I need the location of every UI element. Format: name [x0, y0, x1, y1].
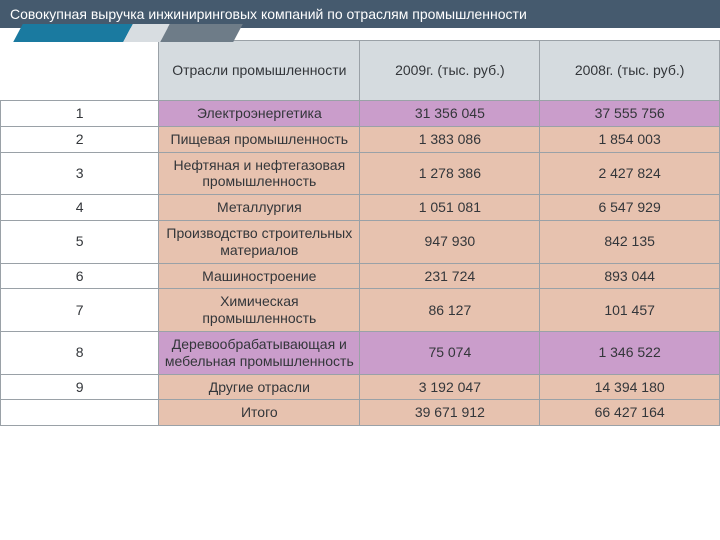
table-total-row: Итого39 671 91266 427 164	[1, 400, 720, 426]
row-industry: Машиностроение	[159, 263, 360, 289]
row-2009: 231 724	[360, 263, 540, 289]
row-2009: 86 127	[360, 289, 540, 332]
total-number	[1, 400, 159, 426]
total-2008: 66 427 164	[540, 400, 720, 426]
row-number: 2	[1, 126, 159, 152]
row-2009: 31 356 045	[360, 101, 540, 127]
row-number: 1	[1, 101, 159, 127]
row-number: 8	[1, 331, 159, 374]
row-2008: 1 346 522	[540, 331, 720, 374]
total-2009: 39 671 912	[360, 400, 540, 426]
row-2008: 37 555 756	[540, 101, 720, 127]
row-2009: 3 192 047	[360, 374, 540, 400]
row-industry: Пищевая промышленность	[159, 126, 360, 152]
table-row: 5Производство строительных материалов947…	[1, 220, 720, 263]
row-number: 3	[1, 152, 159, 195]
row-2008: 893 044	[540, 263, 720, 289]
table-row: 4Металлургия1 051 0816 547 929	[1, 195, 720, 221]
row-industry: Нефтяная и нефтегазовая промышленность	[159, 152, 360, 195]
row-number: 5	[1, 220, 159, 263]
row-2008: 14 394 180	[540, 374, 720, 400]
row-industry: Производство строительных материалов	[159, 220, 360, 263]
row-2008: 101 457	[540, 289, 720, 332]
row-number: 9	[1, 374, 159, 400]
table-header-row: Отрасли промышленности 2009г. (тыс. руб.…	[1, 41, 720, 101]
table-row: 6Машиностроение231 724893 044	[1, 263, 720, 289]
row-industry: Другие отрасли	[159, 374, 360, 400]
table-row: 7Химическая промышленность86 127101 457	[1, 289, 720, 332]
table-row: 8Деревообрабатывающая и мебельная промыш…	[1, 331, 720, 374]
row-industry: Металлургия	[159, 195, 360, 221]
table-row: 9Другие отрасли3 192 04714 394 180	[1, 374, 720, 400]
row-number: 6	[1, 263, 159, 289]
table-row: 3Нефтяная и нефтегазовая промышленность1…	[1, 152, 720, 195]
header-2008: 2008г. (тыс. руб.)	[540, 41, 720, 101]
row-industry: Электроэнергетика	[159, 101, 360, 127]
revenue-table: Отрасли промышленности 2009г. (тыс. руб.…	[0, 40, 720, 426]
row-2009: 1 383 086	[360, 126, 540, 152]
row-2009: 947 930	[360, 220, 540, 263]
header-blank	[1, 41, 159, 101]
table-row: 1Электроэнергетика31 356 04537 555 756	[1, 101, 720, 127]
row-industry: Химическая промышленность	[159, 289, 360, 332]
row-2008: 6 547 929	[540, 195, 720, 221]
row-2008: 1 854 003	[540, 126, 720, 152]
total-label: Итого	[159, 400, 360, 426]
decorative-stripe	[0, 28, 720, 40]
row-2008: 2 427 824	[540, 152, 720, 195]
row-2009: 75 074	[360, 331, 540, 374]
row-industry: Деревообрабатывающая и мебельная промышл…	[159, 331, 360, 374]
row-2009: 1 051 081	[360, 195, 540, 221]
row-number: 4	[1, 195, 159, 221]
header-2009: 2009г. (тыс. руб.)	[360, 41, 540, 101]
header-industry: Отрасли промышленности	[159, 41, 360, 101]
row-2009: 1 278 386	[360, 152, 540, 195]
row-2008: 842 135	[540, 220, 720, 263]
row-number: 7	[1, 289, 159, 332]
table-row: 2Пищевая промышленность1 383 0861 854 00…	[1, 126, 720, 152]
